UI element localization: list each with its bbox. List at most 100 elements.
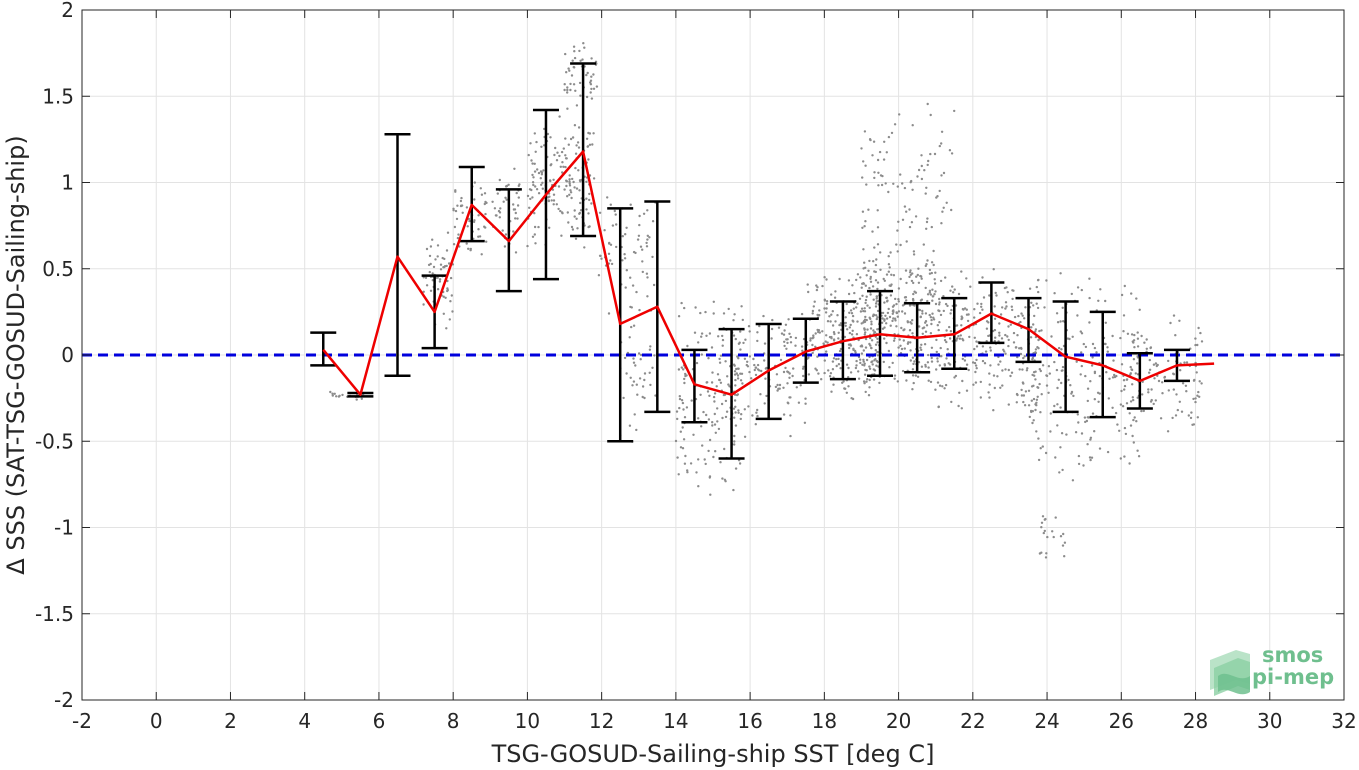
scatter-point (1129, 424, 1133, 427)
scatter-point (893, 377, 896, 380)
scatter-point (1059, 535, 1063, 538)
scatter-point (998, 322, 1001, 325)
scatter-point (830, 313, 833, 316)
scatter-point (960, 270, 963, 273)
scatter-point (1125, 378, 1129, 381)
scatter-point (783, 344, 786, 348)
scatter-point (864, 284, 867, 287)
scatter-point (870, 346, 873, 350)
scatter-point (611, 224, 615, 227)
scatter-point (775, 373, 779, 376)
scatter-point (559, 165, 562, 168)
scatter-point (1129, 365, 1132, 369)
scatter-point (577, 126, 581, 129)
scatter-point (734, 405, 737, 408)
scatter-point (1075, 360, 1078, 363)
scatter-point (483, 192, 487, 195)
scatter-point (988, 383, 991, 386)
scatter-point (1130, 368, 1133, 371)
scatter-point (930, 322, 933, 326)
scatter-point (756, 368, 760, 371)
scatter-point (839, 367, 842, 370)
scatter-point (739, 379, 743, 382)
scatter-point (723, 447, 726, 451)
x-tick-label: 12 (589, 709, 614, 733)
x-tick-label: 6 (373, 709, 386, 733)
scatter-point (945, 201, 948, 204)
scatter-point (331, 392, 334, 395)
scatter-point (732, 334, 736, 337)
scatter-point (684, 374, 687, 378)
scatter-point (1023, 355, 1026, 358)
x-tick-label: 30 (1257, 709, 1282, 733)
scatter-point (881, 311, 885, 315)
scatter-point (1184, 384, 1188, 387)
scatter-point (943, 364, 947, 367)
scatter-point (610, 262, 614, 266)
scatter-point (707, 449, 710, 453)
scatter-point (821, 330, 824, 333)
scatter-point (590, 97, 594, 100)
scatter-point (1060, 348, 1063, 351)
scatter-point (920, 154, 923, 157)
scatter-point (732, 488, 735, 492)
scatter-point (608, 241, 611, 245)
scatter-point (919, 346, 922, 349)
scatter-point (992, 409, 995, 412)
scatter-point (1012, 341, 1016, 344)
scatter-point (889, 251, 892, 254)
scatter-point (921, 327, 924, 330)
scatter-point (639, 353, 643, 357)
x-tick-label: 24 (1034, 709, 1059, 733)
scatter-point (578, 81, 582, 85)
scatter-point (890, 131, 894, 135)
scatter-point (704, 462, 707, 466)
scatter-point (1037, 458, 1041, 462)
scatter-point (653, 354, 656, 357)
scatter-point (1041, 515, 1045, 518)
scatter-point (697, 341, 700, 344)
scatter-point (1052, 535, 1055, 539)
scatter-point (1026, 367, 1029, 370)
logo-line1: smos (1262, 643, 1323, 667)
scatter-point (857, 377, 861, 380)
scatter-point (950, 152, 954, 155)
scatter-point (1053, 292, 1056, 295)
scatter-point (887, 307, 890, 311)
scatter-point (1135, 297, 1138, 300)
scatter-point (848, 326, 851, 329)
scatter-point (1136, 337, 1140, 340)
scatter-point (831, 360, 835, 363)
scatter-point (1124, 432, 1128, 436)
scatter-point (1197, 326, 1200, 330)
scatter-point (862, 248, 865, 251)
scatter-point (926, 293, 930, 296)
scatter-point (896, 250, 899, 253)
scatter-point (1077, 421, 1080, 424)
scatter-point (534, 150, 537, 153)
scatter-point (1171, 416, 1174, 420)
scatter-point (498, 211, 502, 214)
scatter-point (712, 455, 715, 459)
scatter-point (484, 200, 487, 204)
scatter-point (517, 184, 520, 188)
scatter-point (360, 397, 363, 400)
scatter-point (861, 363, 864, 366)
x-tick-label: 2 (224, 709, 237, 733)
scatter-point (1088, 296, 1091, 300)
scatter-point (807, 356, 810, 359)
scatter-point (929, 152, 932, 156)
scatter-point (636, 393, 639, 396)
scatter-point (1059, 320, 1062, 323)
scatter-point (880, 183, 884, 187)
scatter-point (708, 475, 712, 478)
scatter-point (896, 315, 899, 318)
scatter-point (682, 408, 685, 411)
scatter-point (566, 91, 569, 94)
scatter-point (831, 368, 835, 371)
scatter-point (466, 225, 469, 228)
scatter-point (570, 74, 574, 77)
scatter-point (859, 276, 862, 279)
scatter-point (889, 294, 893, 297)
scatter-point (615, 223, 618, 226)
